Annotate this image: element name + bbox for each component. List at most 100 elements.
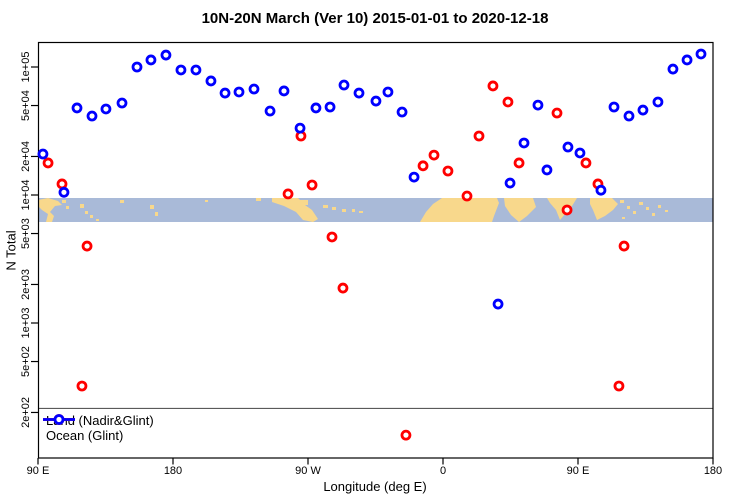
- y-tick-label: 2e+04: [20, 141, 32, 172]
- land-point: [580, 157, 592, 169]
- land-point: [337, 282, 349, 294]
- ocean-point: [595, 184, 607, 196]
- ocean-point: [408, 171, 420, 183]
- y-tick-label: 5e+03: [20, 218, 32, 249]
- map-land-islet: [85, 211, 88, 214]
- map-land-islet: [300, 200, 308, 205]
- ocean-point: [190, 64, 202, 76]
- ocean-point: [541, 164, 553, 176]
- ocean-point: [532, 99, 544, 111]
- x-tick-label: 0: [440, 465, 446, 477]
- map-land-islet: [627, 206, 630, 209]
- map-land-islet: [622, 217, 625, 219]
- ocean-point: [681, 54, 693, 66]
- ocean-point: [396, 106, 408, 118]
- chart-title: 10N-20N March (Ver 10) 2015-01-01 to 202…: [201, 10, 549, 27]
- ocean-point: [248, 83, 260, 95]
- x-tick-label: 90 W: [295, 465, 321, 477]
- land-point: [81, 240, 93, 252]
- map-land-islet: [155, 212, 158, 216]
- y-tick-label: 5e+02: [20, 346, 32, 377]
- map-land-islet: [620, 200, 624, 203]
- ocean-point: [71, 102, 83, 114]
- map-land-islet: [359, 211, 363, 213]
- ocean-point: [695, 48, 707, 60]
- ocean-point: [58, 186, 70, 198]
- map-land-islet: [256, 198, 261, 201]
- map-land: [504, 198, 536, 222]
- ocean-point: [652, 96, 664, 108]
- map-land-islet: [658, 205, 661, 208]
- land-point: [561, 204, 573, 216]
- ocean-point: [492, 298, 504, 310]
- ocean-point: [324, 101, 336, 113]
- land-point: [417, 160, 429, 172]
- map-land-islet: [639, 202, 643, 205]
- map-land-islet: [62, 200, 66, 203]
- land-point: [42, 157, 54, 169]
- legend-label-ocean: Ocean (Glint): [46, 428, 124, 443]
- ocean-point: [574, 147, 586, 159]
- map-land-islet: [633, 211, 636, 214]
- map-land-islet: [332, 207, 336, 210]
- land-point: [56, 178, 68, 190]
- map-land-islet: [205, 200, 208, 202]
- ocean-point: [608, 101, 620, 113]
- map-land-islet: [150, 205, 154, 209]
- ocean-point: [382, 86, 394, 98]
- map-land-islet: [652, 213, 655, 216]
- land-point: [76, 380, 88, 392]
- ocean-point: [86, 110, 98, 122]
- ocean-point: [145, 54, 157, 66]
- plot-box: [37, 41, 714, 459]
- land-point: [461, 190, 473, 202]
- ocean-point: [370, 95, 382, 107]
- land-point: [513, 157, 525, 169]
- x-tick-label: 180: [704, 465, 722, 477]
- map-land-islet: [646, 207, 649, 210]
- land-point: [618, 240, 630, 252]
- land-point: [502, 96, 514, 108]
- land-point: [306, 179, 318, 191]
- ocean-legend-symbol-icon: [43, 414, 75, 425]
- ocean-point: [338, 79, 350, 91]
- y-tick-label: 2e+03: [20, 269, 32, 300]
- y-tick-label: 1e+03: [20, 308, 32, 339]
- legend-item-ocean: Ocean (Glint): [40, 414, 154, 443]
- x-tick-label: 90 E: [27, 465, 50, 477]
- ocean-point: [175, 64, 187, 76]
- ocean-point: [278, 85, 290, 97]
- y-tick-label: 2e+02: [20, 397, 32, 428]
- land-point: [326, 231, 338, 243]
- ocean-point: [637, 104, 649, 116]
- y-axis-title: N Total: [3, 230, 19, 271]
- map-land: [38, 198, 62, 222]
- legend: Land (Nadir&Glint) Ocean (Glint): [40, 413, 154, 443]
- ocean-point: [562, 141, 574, 153]
- map-land-islet: [66, 206, 69, 209]
- ocean-point: [131, 61, 143, 73]
- ocean-point: [353, 87, 365, 99]
- y-tick-label: 1e+04: [20, 180, 32, 211]
- map-land-islet: [80, 204, 84, 208]
- ocean-point: [160, 49, 172, 61]
- y-tick-label: 5e+04: [20, 90, 32, 121]
- land-point: [442, 165, 454, 177]
- map-land-islet: [120, 200, 124, 203]
- ocean-point: [116, 97, 128, 109]
- legend-label-land: Land (Nadir&Glint): [46, 413, 154, 428]
- land-point: [613, 380, 625, 392]
- land-point: [400, 429, 412, 441]
- ocean-point: [294, 122, 306, 134]
- land-point: [282, 188, 294, 200]
- land-point: [487, 80, 499, 92]
- ocean-point: [205, 75, 217, 87]
- ocean-point: [233, 86, 245, 98]
- x-tick-label: 90 E: [567, 465, 590, 477]
- map-land: [272, 198, 318, 222]
- map-land-islet: [352, 209, 355, 212]
- map-land-islet: [96, 219, 99, 221]
- ocean-point: [623, 110, 635, 122]
